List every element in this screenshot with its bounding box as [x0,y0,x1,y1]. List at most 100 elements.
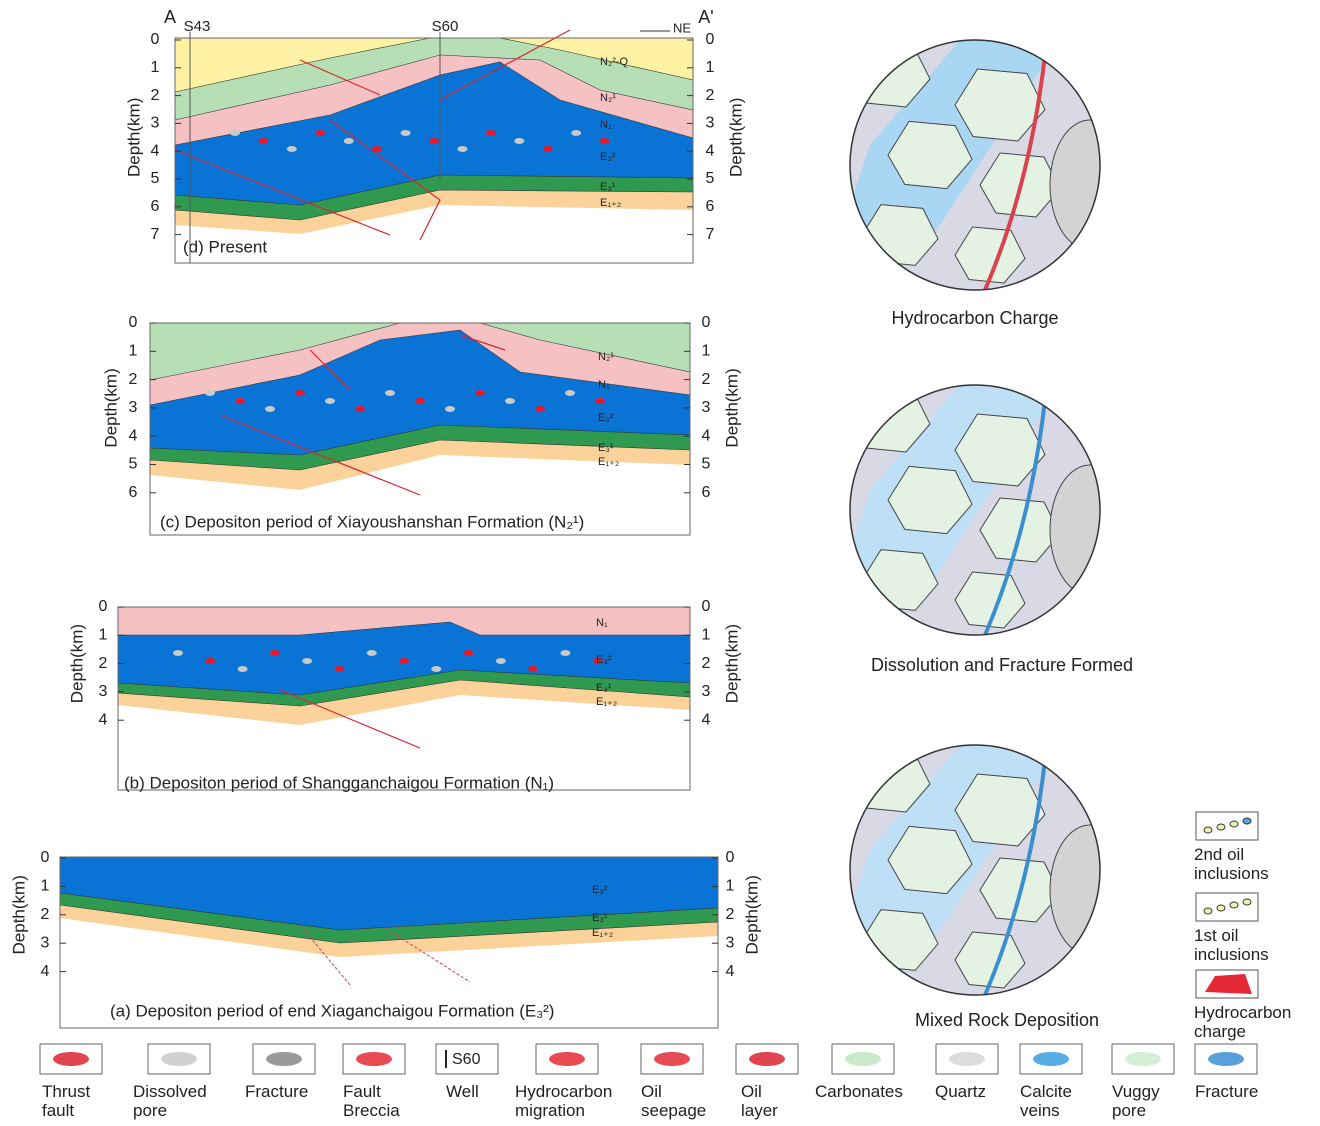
depth-tick-label: 0 [702,314,711,331]
inclusion [1230,821,1238,827]
inclusion [1204,827,1212,833]
depth-tick-label: 5 [151,170,160,187]
legend-symbol [161,1052,197,1066]
depth-tick-label: 4 [41,963,50,980]
depth-tick-label: 2 [726,906,735,923]
depth-tick-label: 6 [151,198,160,215]
legend-symbol [356,1052,392,1066]
depth-tick-label: 3 [151,115,160,132]
hydrocarbon-blob [235,398,245,404]
panel-caption: (d) Present [183,237,267,256]
stratum-label: N₂¹ [598,351,614,363]
depth-tick-label: 1 [129,343,138,360]
inclusion [1243,899,1251,905]
stratum-label: E₃² [596,654,612,666]
legend-label: Dissolved pore [133,1082,207,1120]
legend-label: Thrust fault [42,1082,90,1120]
well-label: S60 [432,18,459,35]
depth-tick-label: 5 [706,170,715,187]
depth-axis-label: Depth(km) [722,368,741,447]
hydrocarbon-blob [535,406,545,412]
thin-section-caption: Mixed Rock Deposition [915,1010,1099,1030]
hydrocarbon-blob [355,406,365,412]
legend-icon [1196,893,1258,921]
legend-label: Well [446,1082,479,1101]
stratum-label: E₁₊₂ [592,927,613,939]
hydrocarbon-blob [595,398,605,404]
direction-label: NE [673,20,691,35]
hydrocarbon-blob [315,130,325,136]
depth-tick-label: 2 [702,371,711,388]
depth-axis-label: Depth(km) [726,98,745,177]
legend-label: Fracture [1195,1082,1258,1101]
stratum-label: N₁ [600,119,612,131]
inclusion [1217,905,1225,911]
stratum-label: E₁₊₂ [596,696,617,708]
side-legend-label: 2nd oil inclusions [1194,845,1294,883]
depth-tick-label: 1 [726,878,735,895]
stratum-label: E₃¹ [600,181,616,193]
depth-axis-label: Depth(km) [124,98,143,177]
depth-tick-label: 7 [706,226,715,243]
stratum-label: E₃² [598,412,614,424]
legend-label: Hydrocarbon migration [515,1082,612,1120]
depth-tick-label: 0 [151,31,160,48]
depth-tick-label: 3 [726,934,735,951]
thin-section [850,40,1130,290]
depth-tick-label: 1 [151,59,160,76]
legend-label: Fracture [245,1082,308,1101]
hydrocarbon-blob [401,130,411,136]
hydrocarbon-blob [205,658,215,664]
depth-tick-label: 1 [706,59,715,76]
inclusion [1243,818,1251,824]
legend-label: Oil layer [741,1082,778,1120]
stratum-label: E₁₊₂ [598,456,619,468]
page: 0011223344556677Depth(km)Depth(km)N₂²-QN… [0,0,1320,1126]
legend-symbol [749,1052,785,1066]
stratum-label: N₁ [598,379,610,391]
depth-tick-label: 0 [706,31,715,48]
legend-symbol [1208,1052,1244,1066]
depth-tick-label: 3 [129,399,138,416]
depth-tick-label: 0 [129,314,138,331]
depth-tick-label: 0 [702,598,711,615]
stratum-label: E₃¹ [598,442,614,454]
depth-tick-label: 6 [706,198,715,215]
legend-symbol [1125,1052,1161,1066]
hydrocarbon-blob [415,398,425,404]
depth-tick-label: 1 [702,627,711,644]
depth-tick-label: 4 [726,963,735,980]
hydrocarbon-blob [344,138,354,144]
depth-tick-label: 4 [702,711,711,728]
thin-section-caption: Dissolution and Fracture Formed [871,655,1133,675]
legend-symbol [845,1052,881,1066]
legend-label: Carbonates [815,1082,903,1101]
depth-tick-label: 2 [151,87,160,104]
depth-tick-label: 2 [702,655,711,672]
inclusion [1204,908,1212,914]
legend-label: Vuggy pore [1112,1082,1160,1120]
stratum-label: N₂²-Q [600,56,629,68]
hydrocarbon-blob [475,390,485,396]
thin-section-caption: Hydrocarbon Charge [891,308,1058,328]
hydrocarbon-blob [543,146,553,152]
panel-caption: (b) Depositon period of Shangganchaigou … [124,773,554,792]
side-legend-label: 1st oil inclusions [1194,926,1294,964]
hydrocarbon-blob [514,138,524,144]
section-end-label: A [164,7,176,27]
hydrocarbon-blob [265,406,275,412]
depth-tick-label: 0 [99,598,108,615]
depth-axis-label: Depth(km) [742,875,761,954]
hydrocarbon-blob [464,650,474,656]
hydrocarbon-blob [399,658,409,664]
hydrocarbon-blob [486,130,496,136]
depth-tick-label: 5 [129,456,138,473]
depth-tick-label: 3 [702,399,711,416]
depth-tick-label: 4 [702,427,711,444]
hydrocarbon-blob [571,130,581,136]
depth-axis-label: Depth(km) [9,875,28,954]
hydrocarbon-blob [528,666,538,672]
hydrocarbon-blob [445,406,455,412]
legend-label: Quartz [935,1082,986,1101]
legend-symbol [549,1052,585,1066]
